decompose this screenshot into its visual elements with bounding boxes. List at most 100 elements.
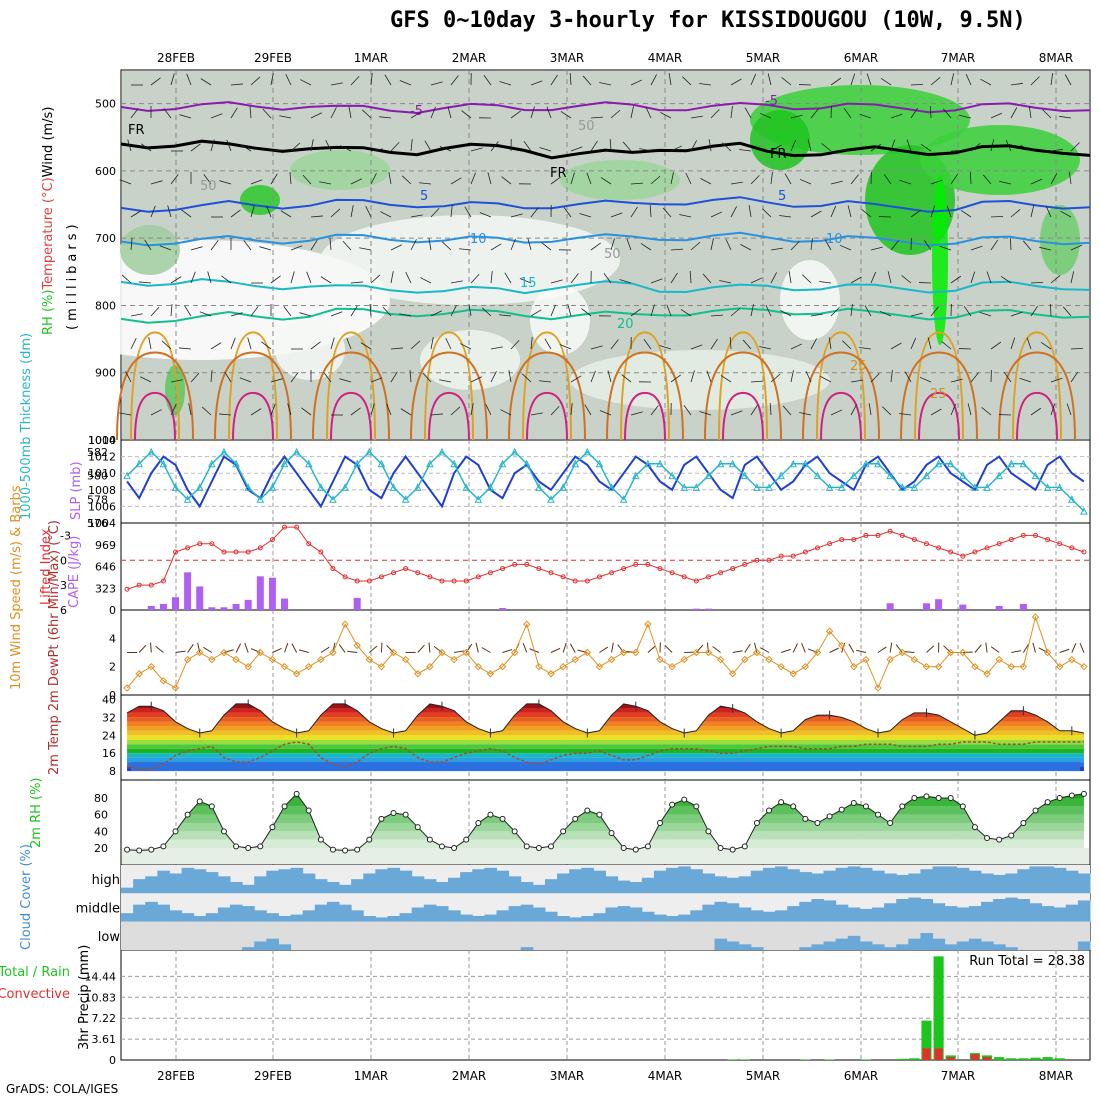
wind-barb xyxy=(979,311,992,317)
wind-barb xyxy=(1050,274,1061,284)
wind-barb xyxy=(570,172,575,185)
wind-barb xyxy=(464,206,472,218)
wind-speed-point xyxy=(498,662,507,671)
wind-barb xyxy=(689,271,692,284)
wind-barb xyxy=(201,406,212,416)
wind-barb xyxy=(819,281,832,284)
wind-barb xyxy=(510,238,516,251)
wind-barb xyxy=(730,307,741,317)
thickness-point xyxy=(946,459,955,468)
wind-barb xyxy=(300,79,312,86)
wind-barb xyxy=(930,408,942,416)
wind-barb xyxy=(370,173,377,185)
wind-barb-10m xyxy=(454,650,465,653)
wind-barb xyxy=(290,372,299,383)
wind-barb xyxy=(250,408,262,416)
wind-barb xyxy=(550,405,560,416)
li-point xyxy=(621,566,627,572)
rh-tick: 20 xyxy=(94,842,108,855)
wind-speed-point xyxy=(135,670,143,678)
panel-frame-slp xyxy=(120,439,1091,524)
wind-speed-point xyxy=(377,662,386,671)
wind-barb xyxy=(1066,403,1072,416)
wind-barb xyxy=(299,312,312,317)
wind-barb xyxy=(130,210,142,218)
warm-contour xyxy=(918,391,960,441)
wind-barb-10m xyxy=(732,650,743,653)
wind-speed-point xyxy=(244,662,252,671)
contour-label: 5 xyxy=(420,189,428,204)
date-label-top: 1MAR xyxy=(354,51,389,65)
wind-barb xyxy=(346,337,352,350)
warm-contour xyxy=(508,351,586,441)
wind-barb-10m xyxy=(250,648,261,653)
rh-point xyxy=(693,803,700,810)
thickness-point xyxy=(317,483,325,491)
cape-tick: 0 xyxy=(109,604,116,617)
cape-bar xyxy=(922,603,930,610)
wind-barb-10m xyxy=(475,642,479,653)
footer-credit: GrADS: COLA/IGES xyxy=(6,1082,119,1096)
wind-barb xyxy=(279,115,292,119)
cloud-bar-high xyxy=(544,879,558,894)
cloud-bar-middle xyxy=(1077,900,1091,922)
rh-point xyxy=(1032,807,1039,814)
wind-barb xyxy=(720,375,732,383)
temp-line xyxy=(126,703,1084,736)
cape-bar xyxy=(172,597,180,610)
precip-bar-total xyxy=(933,956,944,1060)
cloud-bar-high xyxy=(629,882,643,894)
date-label-bottom: 6MAR xyxy=(844,1069,879,1083)
wind-speed-point xyxy=(353,641,361,650)
precip-bar-total xyxy=(727,1059,738,1060)
wind-barb xyxy=(820,376,832,383)
rh-point xyxy=(669,801,676,808)
wind-barb xyxy=(739,149,752,152)
wind-barb xyxy=(1039,246,1052,251)
wind-barb xyxy=(710,109,720,119)
slp-ylabel: SLP (mb) xyxy=(69,461,84,520)
cloud-bar-high xyxy=(496,870,510,894)
precip-tick: 0 xyxy=(109,1054,116,1067)
wind-barb xyxy=(740,244,752,251)
wind-barb xyxy=(759,112,772,119)
wind-barb xyxy=(782,405,792,416)
thickness-point xyxy=(959,471,967,480)
wind-barb-10m xyxy=(695,644,704,653)
cloud-bar-middle xyxy=(968,906,982,922)
cloud-bar-high xyxy=(896,874,909,894)
wind-barb xyxy=(310,341,321,350)
wind-barb xyxy=(1022,240,1032,251)
li-point xyxy=(742,561,748,567)
wind-speed-point xyxy=(365,655,374,664)
li-point xyxy=(1032,532,1038,538)
cloud-bar-high xyxy=(762,867,776,894)
li-point xyxy=(148,582,154,588)
cloud-bar-middle xyxy=(339,904,352,922)
wind-barb xyxy=(550,304,556,317)
cloud-bar-low xyxy=(908,938,921,950)
cloud-bar-middle xyxy=(411,907,425,922)
wind-barb xyxy=(420,277,432,284)
wind-barb xyxy=(207,271,212,284)
wind-barb xyxy=(270,403,276,416)
cloud-bar-middle xyxy=(169,910,183,922)
cloud-bar-high xyxy=(823,870,837,894)
cloud-bar-high xyxy=(859,867,873,894)
wind-barb xyxy=(270,149,283,152)
wind-barb xyxy=(310,239,318,251)
wind-barb-10m xyxy=(203,646,213,653)
thickness-point xyxy=(922,471,931,480)
wind-barb xyxy=(670,374,681,383)
wind-barb xyxy=(181,209,192,218)
wind-barb xyxy=(570,146,583,152)
wind-barb-10m xyxy=(895,644,903,653)
wind-barb xyxy=(662,207,672,218)
wind-barb xyxy=(500,409,512,416)
li-point xyxy=(257,545,263,551)
wind-barb xyxy=(430,207,440,218)
wind-speed-point xyxy=(583,648,592,657)
thickness-point xyxy=(413,483,422,491)
wind-barb xyxy=(184,305,192,317)
wind-barb-10m xyxy=(829,647,839,653)
